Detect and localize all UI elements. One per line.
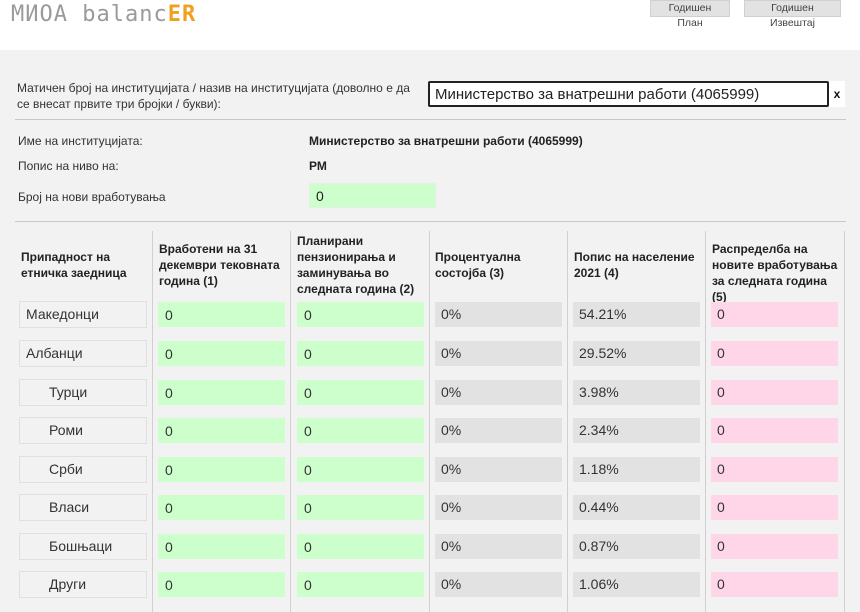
percent-cell: 0% xyxy=(435,380,562,405)
employed-cell[interactable]: 0 xyxy=(158,380,285,405)
column-divider xyxy=(844,231,845,612)
employed-cell[interactable]: 0 xyxy=(158,341,285,366)
column-header-employed: Вработени на 31 декември тековната годин… xyxy=(159,242,280,288)
column-divider xyxy=(429,231,430,612)
distribution-cell: 0 xyxy=(711,341,838,366)
distribution-cell: 0 xyxy=(711,495,838,520)
column-divider xyxy=(152,231,153,612)
planned-cell[interactable]: 0 xyxy=(297,457,424,482)
divider xyxy=(15,119,846,120)
planned-cell[interactable]: 0 xyxy=(297,572,424,597)
percent-cell: 0% xyxy=(435,495,562,520)
employed-cell[interactable]: 0 xyxy=(158,534,285,559)
distribution-cell: 0 xyxy=(711,380,838,405)
planned-cell[interactable]: 0 xyxy=(297,380,424,405)
app-logo: МИОА balancER xyxy=(11,0,196,30)
employed-cell[interactable]: 0 xyxy=(158,302,285,327)
ethnic-group-label: Албанци xyxy=(19,340,147,367)
planned-cell[interactable]: 0 xyxy=(297,341,424,366)
distribution-cell: 0 xyxy=(711,418,838,443)
ethnic-group-label: Роми xyxy=(19,417,147,444)
new-employments-input[interactable]: 0 xyxy=(309,183,436,208)
distribution-cell: 0 xyxy=(711,534,838,559)
census-cell: 0.87% xyxy=(573,534,700,559)
top-bar: МИОА balancER Годишен План Годишен Извеш… xyxy=(0,0,860,50)
percent-cell: 0% xyxy=(435,302,562,327)
percent-cell: 0% xyxy=(435,457,562,482)
column-divider xyxy=(705,231,706,612)
column-header-distribution: Распределба на новите вработувања за сле… xyxy=(712,242,838,304)
ethnic-group-label: Бошњаци xyxy=(19,533,147,560)
new-employments-label: Број на нови вработувања xyxy=(18,190,166,204)
census-cell: 54.21% xyxy=(573,302,700,327)
ethnic-group-label: Власи xyxy=(19,494,147,521)
census-level-value: РМ xyxy=(309,159,327,173)
percent-cell: 0% xyxy=(435,341,562,366)
distribution-cell: 0 xyxy=(711,572,838,597)
ethnic-group-label: Македонци xyxy=(19,301,147,328)
ethnic-group-label: Други xyxy=(19,571,147,598)
logo-accent-text: ER xyxy=(167,2,197,27)
annual-report-button[interactable]: Годишен Извештај xyxy=(744,0,841,29)
employed-cell[interactable]: 0 xyxy=(158,457,285,482)
census-cell: 0.44% xyxy=(573,495,700,520)
institution-name-value: Министерство за внатрешни работи (406599… xyxy=(309,134,583,148)
distribution-cell: 0 xyxy=(711,302,838,327)
census-level-label: Попис на ниво на: xyxy=(18,159,119,173)
employed-cell[interactable]: 0 xyxy=(158,418,285,443)
divider xyxy=(15,221,846,222)
institution-search-input[interactable] xyxy=(428,81,829,107)
percent-cell: 0% xyxy=(435,572,562,597)
column-header-ethnic: Припадност на етничка заедница xyxy=(21,250,127,280)
clear-search-button[interactable]: x xyxy=(829,81,845,107)
employed-cell[interactable]: 0 xyxy=(158,495,285,520)
planned-cell[interactable]: 0 xyxy=(297,302,424,327)
ethnic-group-label: Срби xyxy=(19,456,147,483)
distribution-cell: 0 xyxy=(711,457,838,482)
institution-prompt: Матичен број на институцијата / назив на… xyxy=(17,81,410,111)
employed-cell[interactable]: 0 xyxy=(158,572,285,597)
column-divider xyxy=(567,231,568,612)
planned-cell[interactable]: 0 xyxy=(297,534,424,559)
column-header-percent: Процентуална состојба (3) xyxy=(435,250,521,280)
census-cell: 29.52% xyxy=(573,341,700,366)
logo-main-text: МИОА balanc xyxy=(11,2,168,27)
census-cell: 3.98% xyxy=(573,380,700,405)
percent-cell: 0% xyxy=(435,534,562,559)
census-cell: 1.06% xyxy=(573,572,700,597)
column-divider xyxy=(290,231,291,612)
planned-cell[interactable]: 0 xyxy=(297,495,424,520)
column-header-planned: Планирани пензионирања и заминувања во с… xyxy=(297,234,415,296)
annual-plan-button[interactable]: Годишен План xyxy=(650,0,730,29)
column-header-census: Попис на население 2021 (4) xyxy=(574,250,695,280)
planned-cell[interactable]: 0 xyxy=(297,418,424,443)
census-cell: 1.18% xyxy=(573,457,700,482)
institution-name-label: Име на институцијата: xyxy=(18,134,143,148)
ethnic-group-label: Турци xyxy=(19,379,147,406)
census-cell: 2.34% xyxy=(573,418,700,443)
percent-cell: 0% xyxy=(435,418,562,443)
